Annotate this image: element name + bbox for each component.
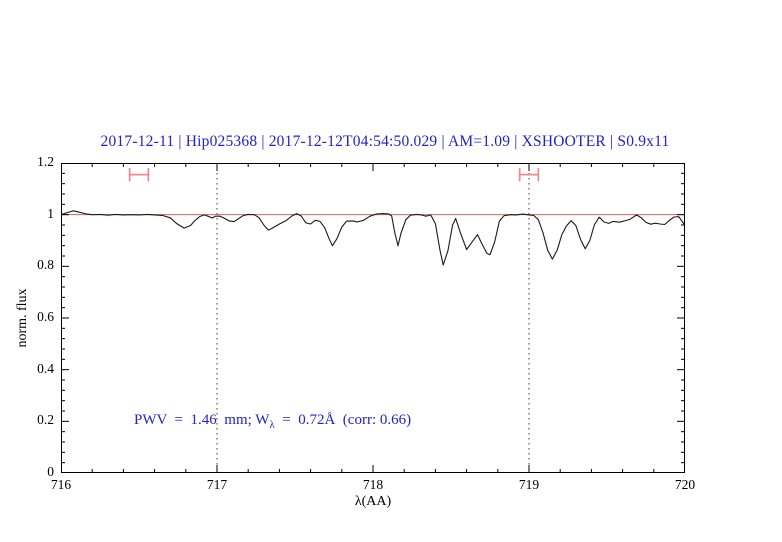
x-tick-label: 720: [674, 477, 696, 492]
plot-area: [61, 163, 685, 473]
x-tick-label: 719: [518, 477, 540, 492]
y-tick-label: 0.6: [37, 309, 54, 324]
x-tick-label: 717: [206, 477, 228, 492]
x-axis-label: λ(AA): [354, 494, 392, 509]
y-tick-label: 0.8: [37, 257, 54, 273]
pwv-annotation-lambda-subscript: λ: [269, 419, 275, 431]
pwv-annotation-post: = 0.72Å (corr: 0.66): [274, 412, 412, 428]
pwv-annotation-pre: PWV = 1.46 mm; W: [134, 412, 270, 428]
x-tick-label: 716: [50, 477, 72, 492]
pwv-annotation: PWV = 1.46 mm; Wλ = 0.72Å (corr: 0.66): [134, 412, 411, 431]
y-tick-label: 0: [47, 464, 54, 479]
y-tick-label: 1: [47, 205, 54, 221]
y-tick-label: 1.2: [37, 154, 54, 169]
x-tick-label: 718: [362, 477, 384, 492]
y-axis-label: norm. flux: [15, 288, 30, 348]
y-tick-label: 0.4: [37, 360, 54, 376]
plot-title: 2017-12-11 | Hip025368 | 2017-12-12T04:5…: [100, 133, 670, 150]
y-tick-label: 0.2: [37, 412, 54, 428]
plot-frame: [61, 163, 685, 473]
spectrum-line: [61, 210, 685, 266]
